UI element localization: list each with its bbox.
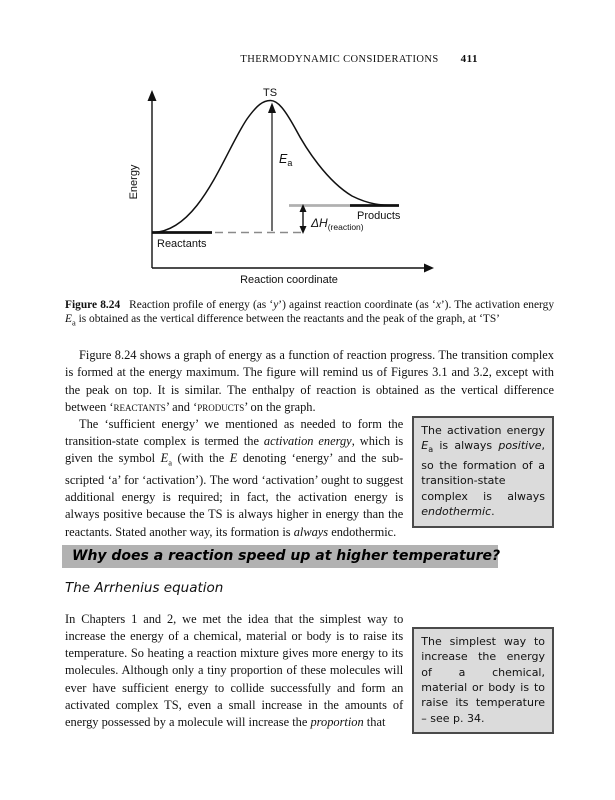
energy-curve — [152, 99, 399, 234]
ea-label-sub: a — [287, 158, 292, 168]
positive-emphasis: posi­tive — [498, 439, 542, 453]
ea-arrow — [268, 102, 276, 231]
paragraph-segment: ’ and ‘ — [165, 399, 198, 414]
section-heading: Why does a reaction speed up at higher t… — [62, 544, 500, 568]
ea-subscript: a — [168, 457, 172, 468]
paragraph-1: Figure 8.24 shows a graph of energy as a… — [65, 347, 554, 416]
sidebar-segment: The simplest way to increase the energy … — [421, 634, 545, 725]
y-axis — [147, 90, 157, 268]
x-axis-label: Reaction coordinate — [240, 274, 338, 286]
caption-ea-symbol: E — [65, 313, 72, 326]
paragraph-segment: , which is given the symbol — [65, 434, 404, 466]
sidebar-segment: . — [491, 505, 495, 519]
caption-segment: is obtained as the vertical difference b… — [75, 313, 500, 326]
paragraph-segment: In Chapters 1 and 2, we met the idea tha… — [65, 611, 404, 730]
x-axis-arrow-icon — [424, 263, 434, 273]
text-and-sidebar-row-2: In Chapters 1 and 2, we met the idea tha… — [65, 611, 554, 735]
smallcaps-reactants: reactants — [113, 399, 166, 414]
sidebar-segment: The activation energy — [421, 423, 545, 437]
sidebar-segment: is always — [433, 439, 499, 453]
dh-label: ΔH(reaction) — [310, 216, 364, 232]
ea-label-main: E — [279, 152, 288, 166]
smallcaps-products: products — [197, 399, 245, 414]
ea-symbol: E — [160, 451, 169, 466]
x-axis — [152, 263, 434, 273]
dh-arrowhead-down-icon — [299, 226, 307, 234]
paragraph-segment: Figure 8.24 shows a graph of energy as a… — [65, 348, 554, 414]
paragraph-3: In Chapters 1 and 2, we met the idea tha… — [65, 611, 403, 734]
reactants-label: Reactants — [157, 238, 207, 250]
y-axis-label: Energy — [128, 164, 140, 199]
margin-note-raise-temperature: The simplest way to increase the energy … — [412, 626, 554, 735]
caption-segment: ’). The activation energy — [440, 299, 555, 311]
paragraph-segment: The ‘sufficient energy’ we mentioned as … — [65, 416, 404, 449]
proportion-emphasis: proportion — [310, 715, 364, 730]
subsection-heading: The Arrhenius equation — [65, 579, 224, 596]
products-label: Products — [357, 210, 401, 222]
figure-caption-tag: Figure 8.24 — [65, 299, 121, 311]
e-symbol: E — [229, 451, 238, 466]
dh-arrowhead-up-icon — [299, 204, 307, 212]
sidebar-ea-subscript: a — [428, 445, 434, 455]
caption-var-x: x — [435, 299, 441, 311]
ea-arrowhead-icon — [268, 102, 276, 113]
ts-label: TS — [263, 87, 277, 99]
endothermic-emphasis: endothermic — [421, 505, 492, 519]
caption-var-y: y — [273, 299, 279, 311]
running-header: THERMODYNAMIC CONSIDERATIONS 411 — [65, 53, 554, 66]
page-number: 411 — [460, 53, 478, 65]
running-title: THERMODYNAMIC CONSIDERATIONS — [240, 54, 439, 65]
figure-caption: Figure 8.24 Reaction profile of energy (a… — [65, 298, 554, 330]
text-and-sidebar-row-1: The ‘sufficient energy’ we mentioned as … — [65, 415, 554, 541]
caption-segment: ’) against reaction coordinate (as ‘ — [278, 299, 436, 311]
always-emphasis: always — [293, 524, 329, 539]
ea-label: Ea — [279, 152, 292, 168]
dh-label-main: ΔH — [310, 216, 328, 230]
caption-ea-subscript: a — [71, 317, 76, 328]
paragraph-segment: (with the — [171, 451, 230, 466]
y-axis-arrow-icon — [147, 90, 157, 101]
sidebar-segment: , so the formation of a transition-state… — [421, 439, 545, 503]
dh-arrow — [299, 204, 307, 234]
paragraph-segment: ’ on the graph. — [244, 399, 316, 414]
activation-energy-term: activation energy — [263, 434, 352, 449]
paragraph-segment: that — [363, 715, 386, 730]
paragraph-segment: denoting ‘energy’ and the sub­scripted ‘… — [65, 451, 404, 539]
margin-note-activation-energy: The activation energy Ea is always posi­… — [412, 415, 554, 528]
paragraph-segment: endothermic. — [328, 524, 397, 539]
dh-label-sub: (reaction) — [328, 222, 364, 232]
paragraph-2: The ‘sufficient energy’ we mentioned as … — [65, 416, 403, 541]
caption-segment: Reaction profile of energy (as ‘ — [129, 299, 274, 311]
sidebar-ea-symbol: E — [421, 439, 429, 453]
reaction-profile-figure: TS Ea ΔH(reaction) Energy Reaction coord… — [65, 85, 554, 290]
reaction-profile-svg: TS Ea ΔH(reaction) Energy Reaction coord… — [128, 87, 434, 286]
